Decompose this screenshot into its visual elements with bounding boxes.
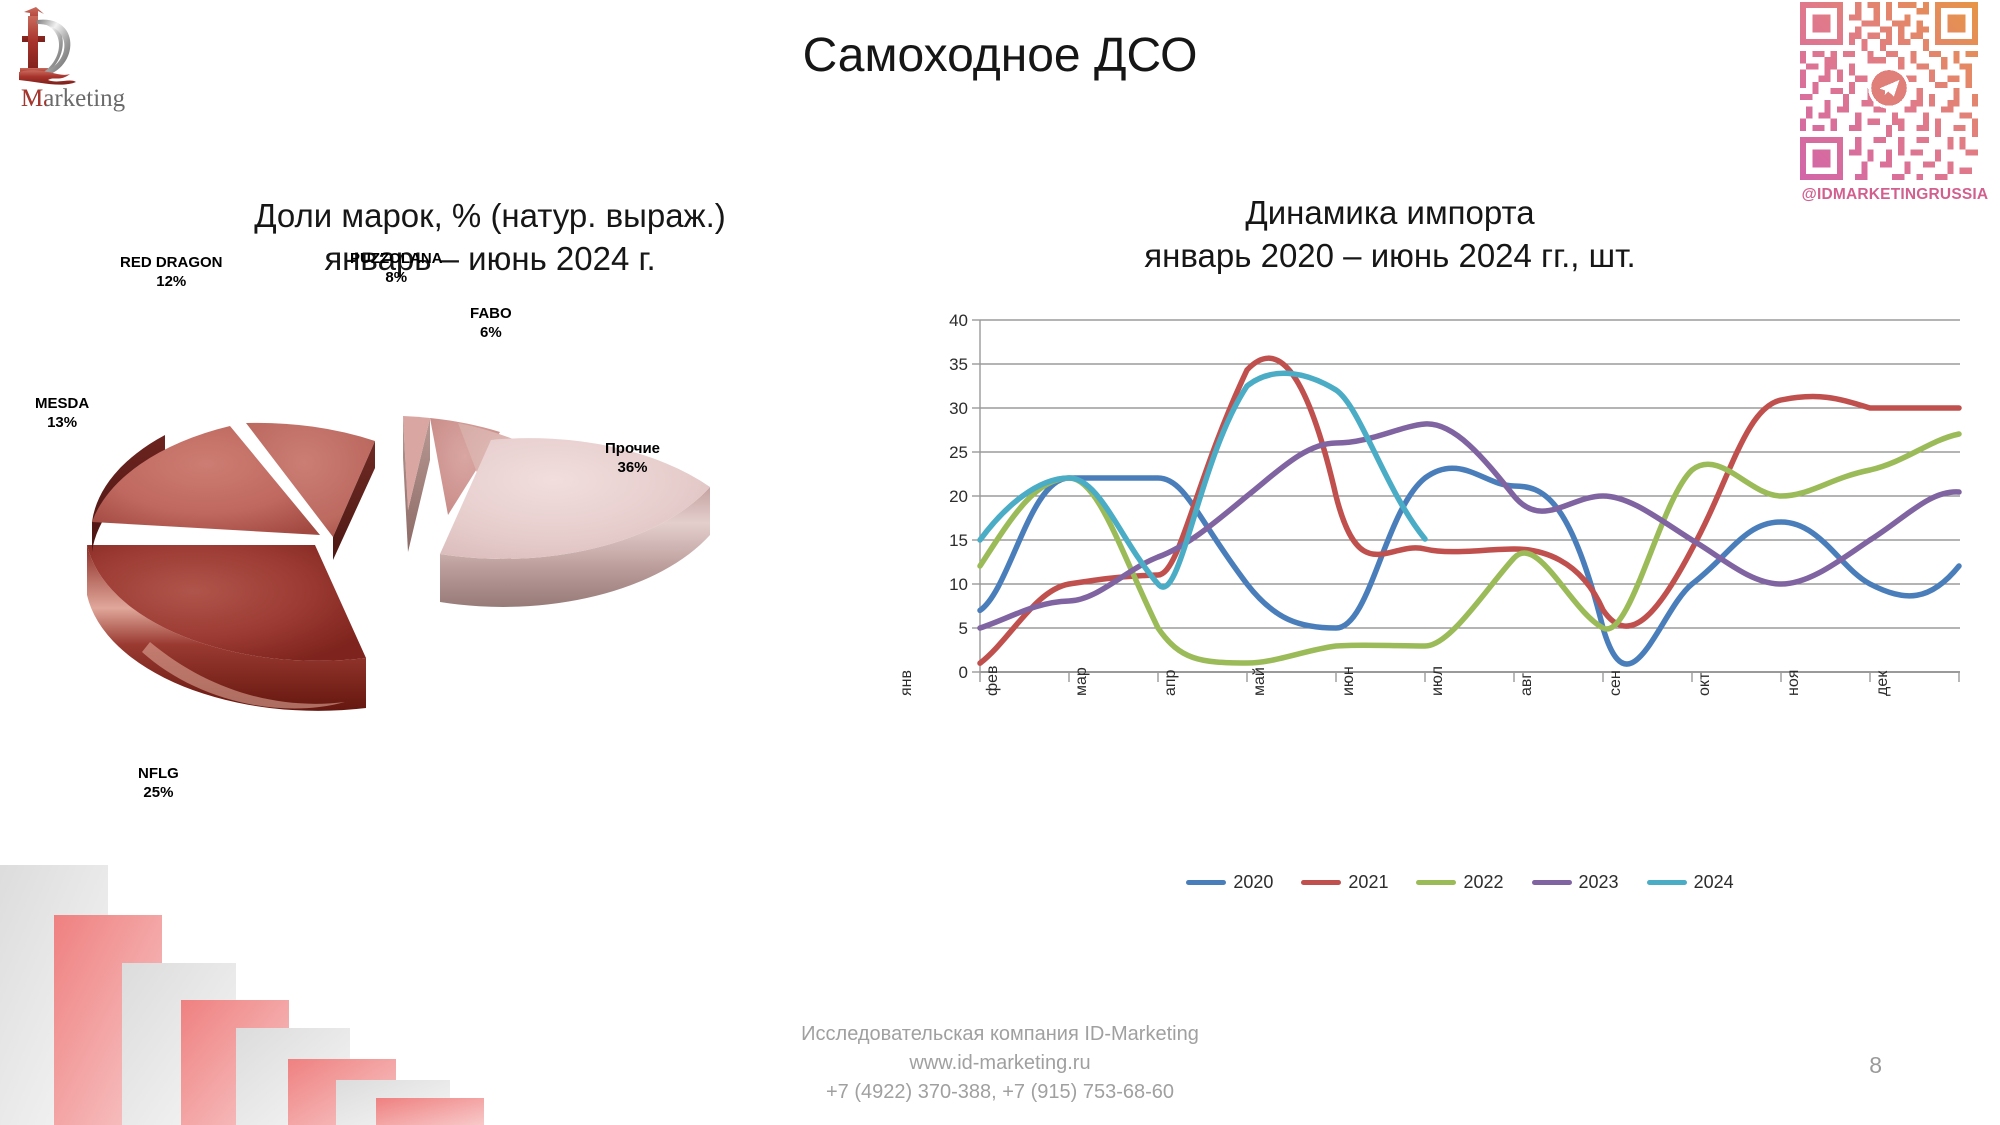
logo-graphic: Marketing Marketing	[19, 7, 126, 112]
pie-label-red-dragon: RED DRAGON 12%	[120, 254, 223, 292]
legend-label-2021: 2021	[1348, 872, 1389, 892]
x-tick-jul: июл	[1429, 666, 1446, 696]
pie-label-puzzolana-value: 8%	[385, 268, 408, 286]
pie-label-other-name: Прочие	[605, 440, 661, 457]
pie-label-red-dragon-name: RED DRAGON	[120, 254, 223, 271]
legend-swatch-2021	[1301, 880, 1342, 885]
decor-svg	[0, 865, 484, 1125]
footer-company: Исследовательская компания ID-Marketing	[801, 1023, 1199, 1045]
pie-label-nflg-value: 25%	[143, 783, 174, 801]
line-plot-svg	[972, 319, 1962, 682]
pie-label-mesda: MESDA 13%	[35, 395, 89, 433]
legend-label-2024: 2024	[1693, 872, 1734, 892]
page-number: 8	[1869, 1052, 1882, 1078]
x-tick-may: май	[1251, 667, 1268, 696]
y-axis-ticks	[972, 319, 980, 673]
legend-item-2021[interactable]: 2021	[1301, 872, 1388, 893]
pie-slice-other	[440, 438, 710, 607]
y-tick-35: 35	[949, 355, 968, 374]
legend-swatch-2022	[1416, 880, 1457, 885]
x-tick-jun: июн	[1340, 666, 1357, 696]
import-dynamics-line-chart: 40 35 30 25 20 15 10 5 0	[898, 300, 1990, 920]
legend-item-2020[interactable]: 2020	[1186, 872, 1273, 893]
pie-chart-title: Доли марок, % (натур. выраж.) январь – и…	[60, 195, 920, 281]
pie-label-other: Прочие 36%	[605, 440, 660, 478]
pie-label-fabo: FABO 6%	[470, 305, 512, 343]
line-title-line1: Динамика импорта	[1245, 194, 1535, 231]
legend-item-2023[interactable]: 2023	[1531, 872, 1619, 893]
pie-label-fabo-name: FABO	[470, 305, 512, 322]
series-2021-line	[977, 355, 1962, 666]
pie-label-red-dragon-value: 12%	[156, 272, 187, 290]
legend-label-2023: 2023	[1578, 872, 1619, 892]
x-axis-ticks	[979, 672, 1960, 682]
pie-label-nflg-name: NFLG	[138, 765, 179, 782]
legend-label-2022: 2022	[1463, 872, 1504, 892]
logo-wordmark: Marketing	[21, 85, 126, 112]
pie-label-mesda-value: 13%	[47, 413, 78, 431]
series-2022-line	[977, 431, 1962, 666]
pie-label-fabo-value: 6%	[479, 323, 502, 341]
pie-title-line2: январь – июнь 2024 г.	[324, 239, 656, 277]
y-tick-20: 20	[949, 487, 968, 506]
telegram-qr-block[interactable]: @IDMARKETINGRUSSIA	[1800, 2, 1990, 232]
qr-code-image[interactable]	[1800, 2, 1978, 180]
pie-label-mesda-name: MESDA	[35, 395, 90, 412]
footer: Исследовательская компания ID-Marketing …	[0, 1020, 2000, 1107]
x-tick-nov: ноя	[1785, 669, 1802, 696]
y-tick-40: 40	[949, 311, 968, 330]
footer-website[interactable]: www.id-marketing.ru	[909, 1052, 1091, 1074]
legend-item-2022[interactable]: 2022	[1416, 872, 1504, 893]
series-2024-line	[977, 370, 1428, 590]
legend-swatch-2020	[1186, 880, 1227, 885]
x-tick-apr: апр	[1162, 669, 1179, 696]
line-chart-title: Динамика импорта январь 2020 – июнь 2024…	[1040, 192, 1740, 278]
x-tick-mar: мар	[1073, 667, 1090, 696]
pie-label-nflg: NFLG 25%	[138, 765, 179, 803]
pie-label-puzzolana: PUZZOLANA 8%	[350, 250, 443, 288]
line-chart-legend: 2020 2021 2022 2023 2024	[930, 872, 1990, 893]
id-marketing-logo: Marketing Marketing	[14, 4, 194, 124]
y-tick-15: 15	[949, 531, 968, 550]
pie-slice-red-dragon	[246, 422, 375, 560]
decorative-staircase	[0, 865, 500, 1125]
y-tick-25: 25	[949, 443, 968, 462]
y-tick-30: 30	[949, 399, 968, 418]
legend-item-2024[interactable]: 2024	[1646, 872, 1734, 893]
pie-title-line1: Доли марок, % (натур. выраж.)	[254, 197, 726, 234]
telegram-handle: @IDMARKETINGRUSSIA	[1801, 186, 1989, 203]
legend-label-2020: 2020	[1233, 872, 1274, 892]
x-tick-dec: дек	[1874, 670, 1891, 696]
pie-label-puzzolana-name: PUZZOLANA	[350, 250, 443, 267]
legend-swatch-2023	[1531, 880, 1572, 885]
page-title: Самоходное ДСО	[802, 29, 1198, 82]
brand-share-pie-chart: RED DRAGON 12% PUZZOLANA 8% FABO 6% Проч…	[30, 250, 910, 850]
x-tick-aug: авг	[1518, 672, 1535, 696]
x-tick-oct: окт	[1696, 672, 1713, 696]
x-tick-feb: фев	[984, 665, 1001, 696]
y-tick-10: 10	[949, 575, 968, 594]
pie-slice-mesda	[92, 426, 320, 552]
footer-phones: +7 (4922) 370-388, +7 (915) 753-68-60	[825, 1081, 1175, 1103]
x-tick-jan: янв	[898, 670, 915, 696]
qr-code-svg	[1800, 2, 1978, 180]
pie-label-other-value: 36%	[617, 458, 648, 476]
series-2023-line	[977, 421, 1962, 631]
pie-slice-nflg	[87, 545, 366, 711]
pie-svg	[87, 416, 710, 711]
series-2020-line	[977, 465, 1962, 667]
legend-swatch-2024	[1646, 880, 1687, 885]
y-tick-5: 5	[958, 619, 968, 638]
line-title-line2: январь 2020 – июнь 2024 гг., шт.	[1144, 236, 1636, 274]
y-tick-0: 0	[958, 663, 968, 682]
x-tick-sep: сен	[1607, 670, 1624, 696]
